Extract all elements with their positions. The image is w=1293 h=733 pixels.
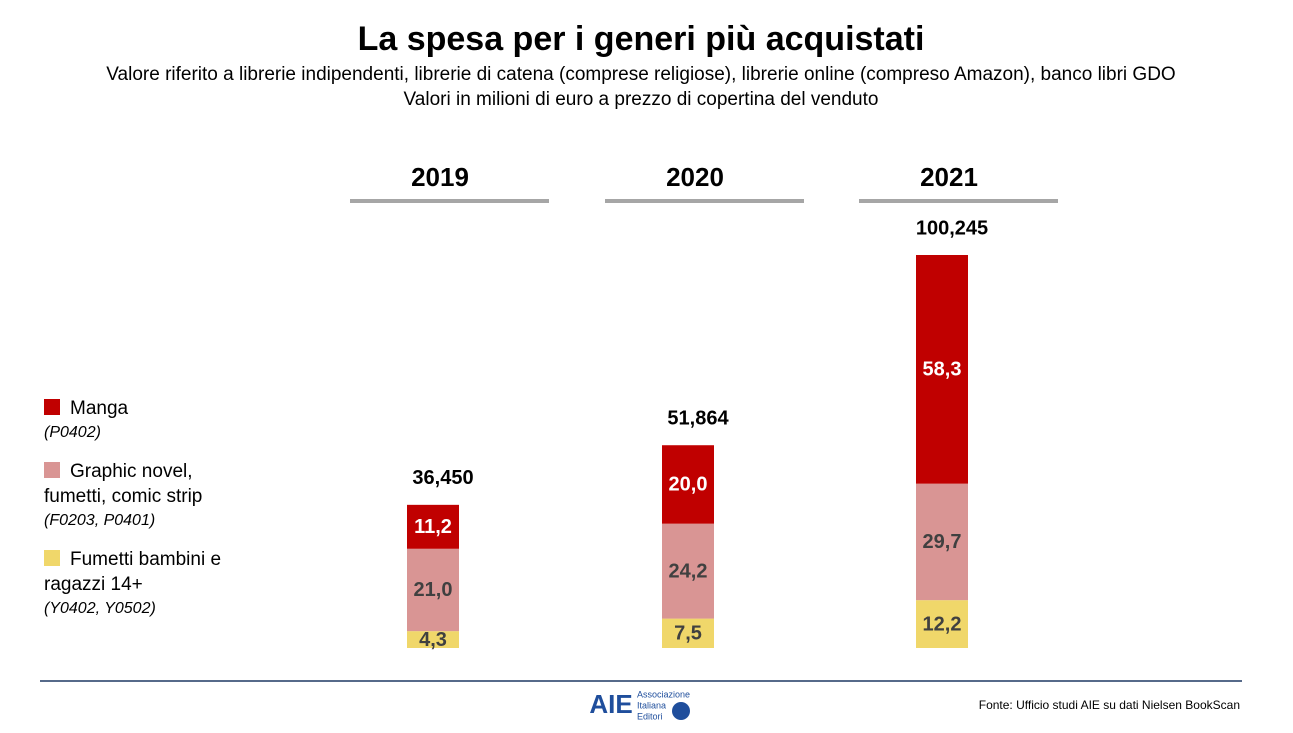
bar-segment	[662, 523, 714, 619]
logo-text: Associazione	[637, 689, 690, 699]
category-rule	[350, 199, 549, 203]
bar-segment	[916, 600, 968, 648]
logo-text: Italiana	[637, 700, 666, 710]
value-label: 58,3	[923, 359, 962, 381]
total-label: 36,450	[412, 467, 473, 489]
chart-title: La spesa per i generi più acquistati	[358, 20, 925, 58]
legend-label: Manga	[70, 398, 129, 419]
legend: Manga (P0402) Graphic novel, fumetti, comi…	[44, 396, 254, 635]
legend-code: (F0203, P0401)	[44, 512, 156, 529]
value-label: 29,7	[923, 531, 962, 553]
value-label: 11,2	[414, 516, 452, 538]
value-label: 21,0	[414, 579, 453, 601]
legend-swatch	[44, 462, 60, 478]
bar-segment	[407, 548, 459, 632]
value-label: 7,5	[674, 623, 702, 645]
legend-code: (Y0402, Y0502)	[44, 600, 156, 617]
legend-swatch	[44, 550, 60, 566]
subtitle: Valori in milioni di euro a prezzo di co…	[404, 89, 879, 110]
bar-segment	[916, 483, 968, 601]
value-label: 24,2	[669, 560, 708, 582]
value-label: 4,3	[419, 629, 447, 651]
logo-text: Editori	[637, 711, 663, 721]
category-rule	[605, 199, 804, 203]
bar-segment	[916, 255, 968, 484]
category-label: 2021	[920, 162, 978, 192]
total-label: 100,245	[916, 217, 988, 239]
value-label: 12,2	[923, 613, 962, 635]
legend-swatch	[44, 399, 60, 415]
category-rule	[859, 199, 1058, 203]
logo-seal	[672, 702, 690, 720]
total-label: 51,864	[667, 408, 729, 430]
logo-mark: AIE	[589, 689, 632, 719]
legend-label: Graphic novel, fumetti, comic strip	[44, 461, 203, 507]
legend-item: Fumetti bambini e ragazzi 14+ (Y0402, Y05…	[44, 547, 254, 621]
legend-code: (P0402)	[44, 424, 101, 441]
bar-segment	[407, 631, 459, 648]
category-label: 2019	[411, 162, 469, 192]
legend-item: Manga (P0402)	[44, 396, 254, 445]
value-label: 20,0	[669, 474, 708, 496]
bar-segment	[662, 618, 714, 648]
subtitle: Valore riferito a librerie indipendenti,…	[106, 64, 1175, 85]
source: Fonte: Ufficio studi AIE su dati Nielsen…	[979, 698, 1240, 712]
category-label: 2020	[666, 162, 724, 192]
bar-segment	[662, 445, 714, 524]
legend-label: Fumetti bambini e ragazzi 14+	[44, 549, 222, 595]
bar-segment	[407, 504, 459, 549]
legend-item: Graphic novel, fumetti, comic strip (F020…	[44, 459, 254, 533]
